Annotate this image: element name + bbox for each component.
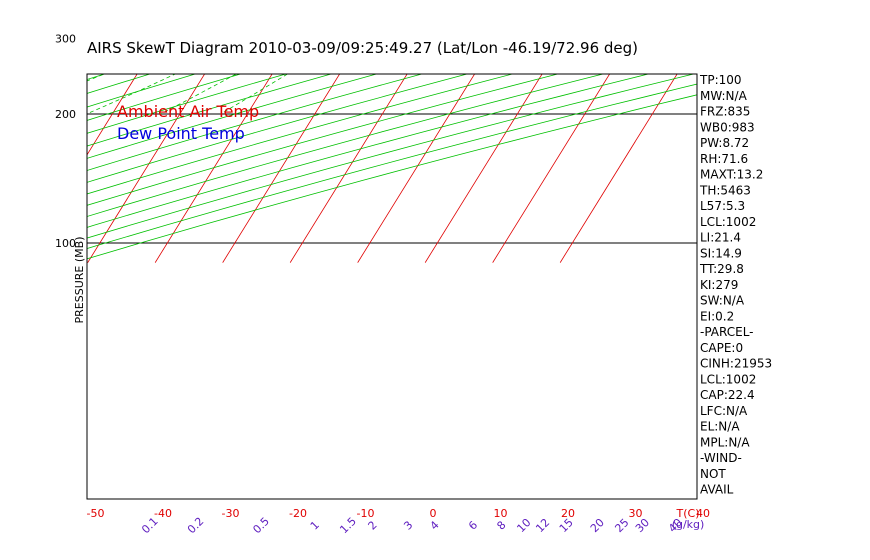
pressure-tick-label: 200 <box>55 108 76 121</box>
mixing-ratio-tick-label: 12 <box>533 516 552 535</box>
isotherm-line <box>559 74 678 263</box>
moist-adiabat-line <box>0 0 514 114</box>
stat-item: EL:N/A <box>700 420 740 434</box>
moist-adiabat-line <box>0 0 541 114</box>
legend-dew: Dew Point Temp <box>117 124 245 143</box>
stat-item: LCL:1002 <box>700 215 756 229</box>
mixing-ratio-tick-label: 4 <box>428 518 442 532</box>
isotherm-line <box>424 74 543 263</box>
mixing-ratio-tick-label: 8 <box>494 518 508 532</box>
isotherm-line <box>154 74 273 263</box>
temp-unit-label: T(C) <box>676 507 700 520</box>
stat-item: MPL:N/A <box>700 435 750 449</box>
stat-item: WB0:983 <box>700 120 755 134</box>
isotherm-line <box>289 74 408 263</box>
mixing-ratio-tick-label: 0.2 <box>185 515 207 537</box>
bottom-temp-tick-label: 20 <box>561 507 575 520</box>
stat-item: TP:100 <box>699 73 742 87</box>
moist-adiabat-line <box>0 0 433 114</box>
mixing-ratio-tick-label: 1 <box>308 518 322 532</box>
bottom-temp-tick-label: 30 <box>629 507 643 520</box>
stat-item: LCL:1002 <box>700 372 756 386</box>
pressure-tick-label: 300 <box>55 33 76 46</box>
moist-adiabat-line <box>0 0 298 114</box>
mixing-ratio-tick-label: 0.5 <box>250 515 272 537</box>
stat-item: -PARCEL- <box>700 325 754 339</box>
mixing-ratio-unit-label: (g/kg) <box>672 518 705 531</box>
mixing-ratio-tick-label: 6 <box>466 518 480 532</box>
bottom-temp-tick-label: -50 <box>87 507 105 520</box>
stat-item: L57:5.3 <box>700 199 745 213</box>
stat-item: NOT <box>700 467 726 481</box>
mixing-ratio-tick-label: 10 <box>514 516 533 535</box>
moist-adiabat-line <box>0 0 379 114</box>
moist-adiabat-line <box>0 0 406 114</box>
plot-frame <box>86 73 698 500</box>
y-axis-label: PRESSURE (MB) <box>73 237 86 324</box>
pressure-tick-label: 100 <box>55 237 76 250</box>
mixing-ratio-tick-label: 20 <box>588 516 607 535</box>
stat-item: CINH:21953 <box>700 357 772 371</box>
bottom-temp-tick-label: 10 <box>494 507 508 520</box>
moist-adiabat-line <box>0 0 352 114</box>
isotherm-line <box>0 0 39 263</box>
moist-adiabat-line <box>0 0 595 114</box>
dry-adiabat-line <box>0 0 57 263</box>
chart-title: AIRS SkewT Diagram 2010-03-09/09:25:49.2… <box>87 39 638 57</box>
stat-item: RH:71.6 <box>700 152 748 166</box>
bottom-temp-tick-label: -30 <box>222 507 240 520</box>
moist-adiabat-line <box>0 0 460 114</box>
moist-adiabat-line <box>160 74 237 115</box>
stat-item: -WIND- <box>700 451 742 465</box>
stat-item: MW:N/A <box>700 89 748 103</box>
bottom-temp-tick-label: -10 <box>357 507 375 520</box>
mixing-ratio-tick-label: 2 <box>366 518 380 532</box>
stat-item: LI:21.4 <box>700 231 741 245</box>
moist-adiabat-line <box>87 74 106 82</box>
moist-adiabat-line <box>220 74 289 115</box>
isotherm-line <box>492 74 611 263</box>
legend: Ambient Air Temp Dew Point Temp <box>117 102 259 143</box>
isotherm-line <box>357 74 476 263</box>
mixing-ratio-tick-label: 3 <box>401 518 415 532</box>
bottom-temp-tick-label: 40 <box>696 507 710 520</box>
stat-item: EI:0.2 <box>700 309 734 323</box>
stat-item: SI:14.9 <box>700 246 742 260</box>
stat-item: CAPE:0 <box>700 341 743 355</box>
stat-item: KI:279 <box>700 278 738 292</box>
stat-item: SW:N/A <box>700 294 745 308</box>
stat-item: MAXT:13.2 <box>700 168 763 182</box>
stat-item: TT:29.8 <box>699 262 744 276</box>
stat-item: LFC:N/A <box>700 404 748 418</box>
stat-item: CAP:22.4 <box>700 388 755 402</box>
stat-item: AVAIL <box>700 483 734 497</box>
moist-adiabat-line <box>87 74 177 115</box>
stat-item: PW:8.72 <box>700 136 749 150</box>
bottom-temp-tick-label: -40 <box>154 507 172 520</box>
bottom-temp-tick-label: -20 <box>289 507 307 520</box>
stat-item: FRZ:835 <box>700 105 750 119</box>
bottom-temp-tick-label: 0 <box>430 507 437 520</box>
legend-ambient: Ambient Air Temp <box>117 102 259 121</box>
moist-adiabat-line <box>0 0 487 114</box>
moist-adiabat-line <box>0 0 568 114</box>
isotherm-line <box>87 74 206 263</box>
stat-item: TH:5463 <box>699 183 751 197</box>
